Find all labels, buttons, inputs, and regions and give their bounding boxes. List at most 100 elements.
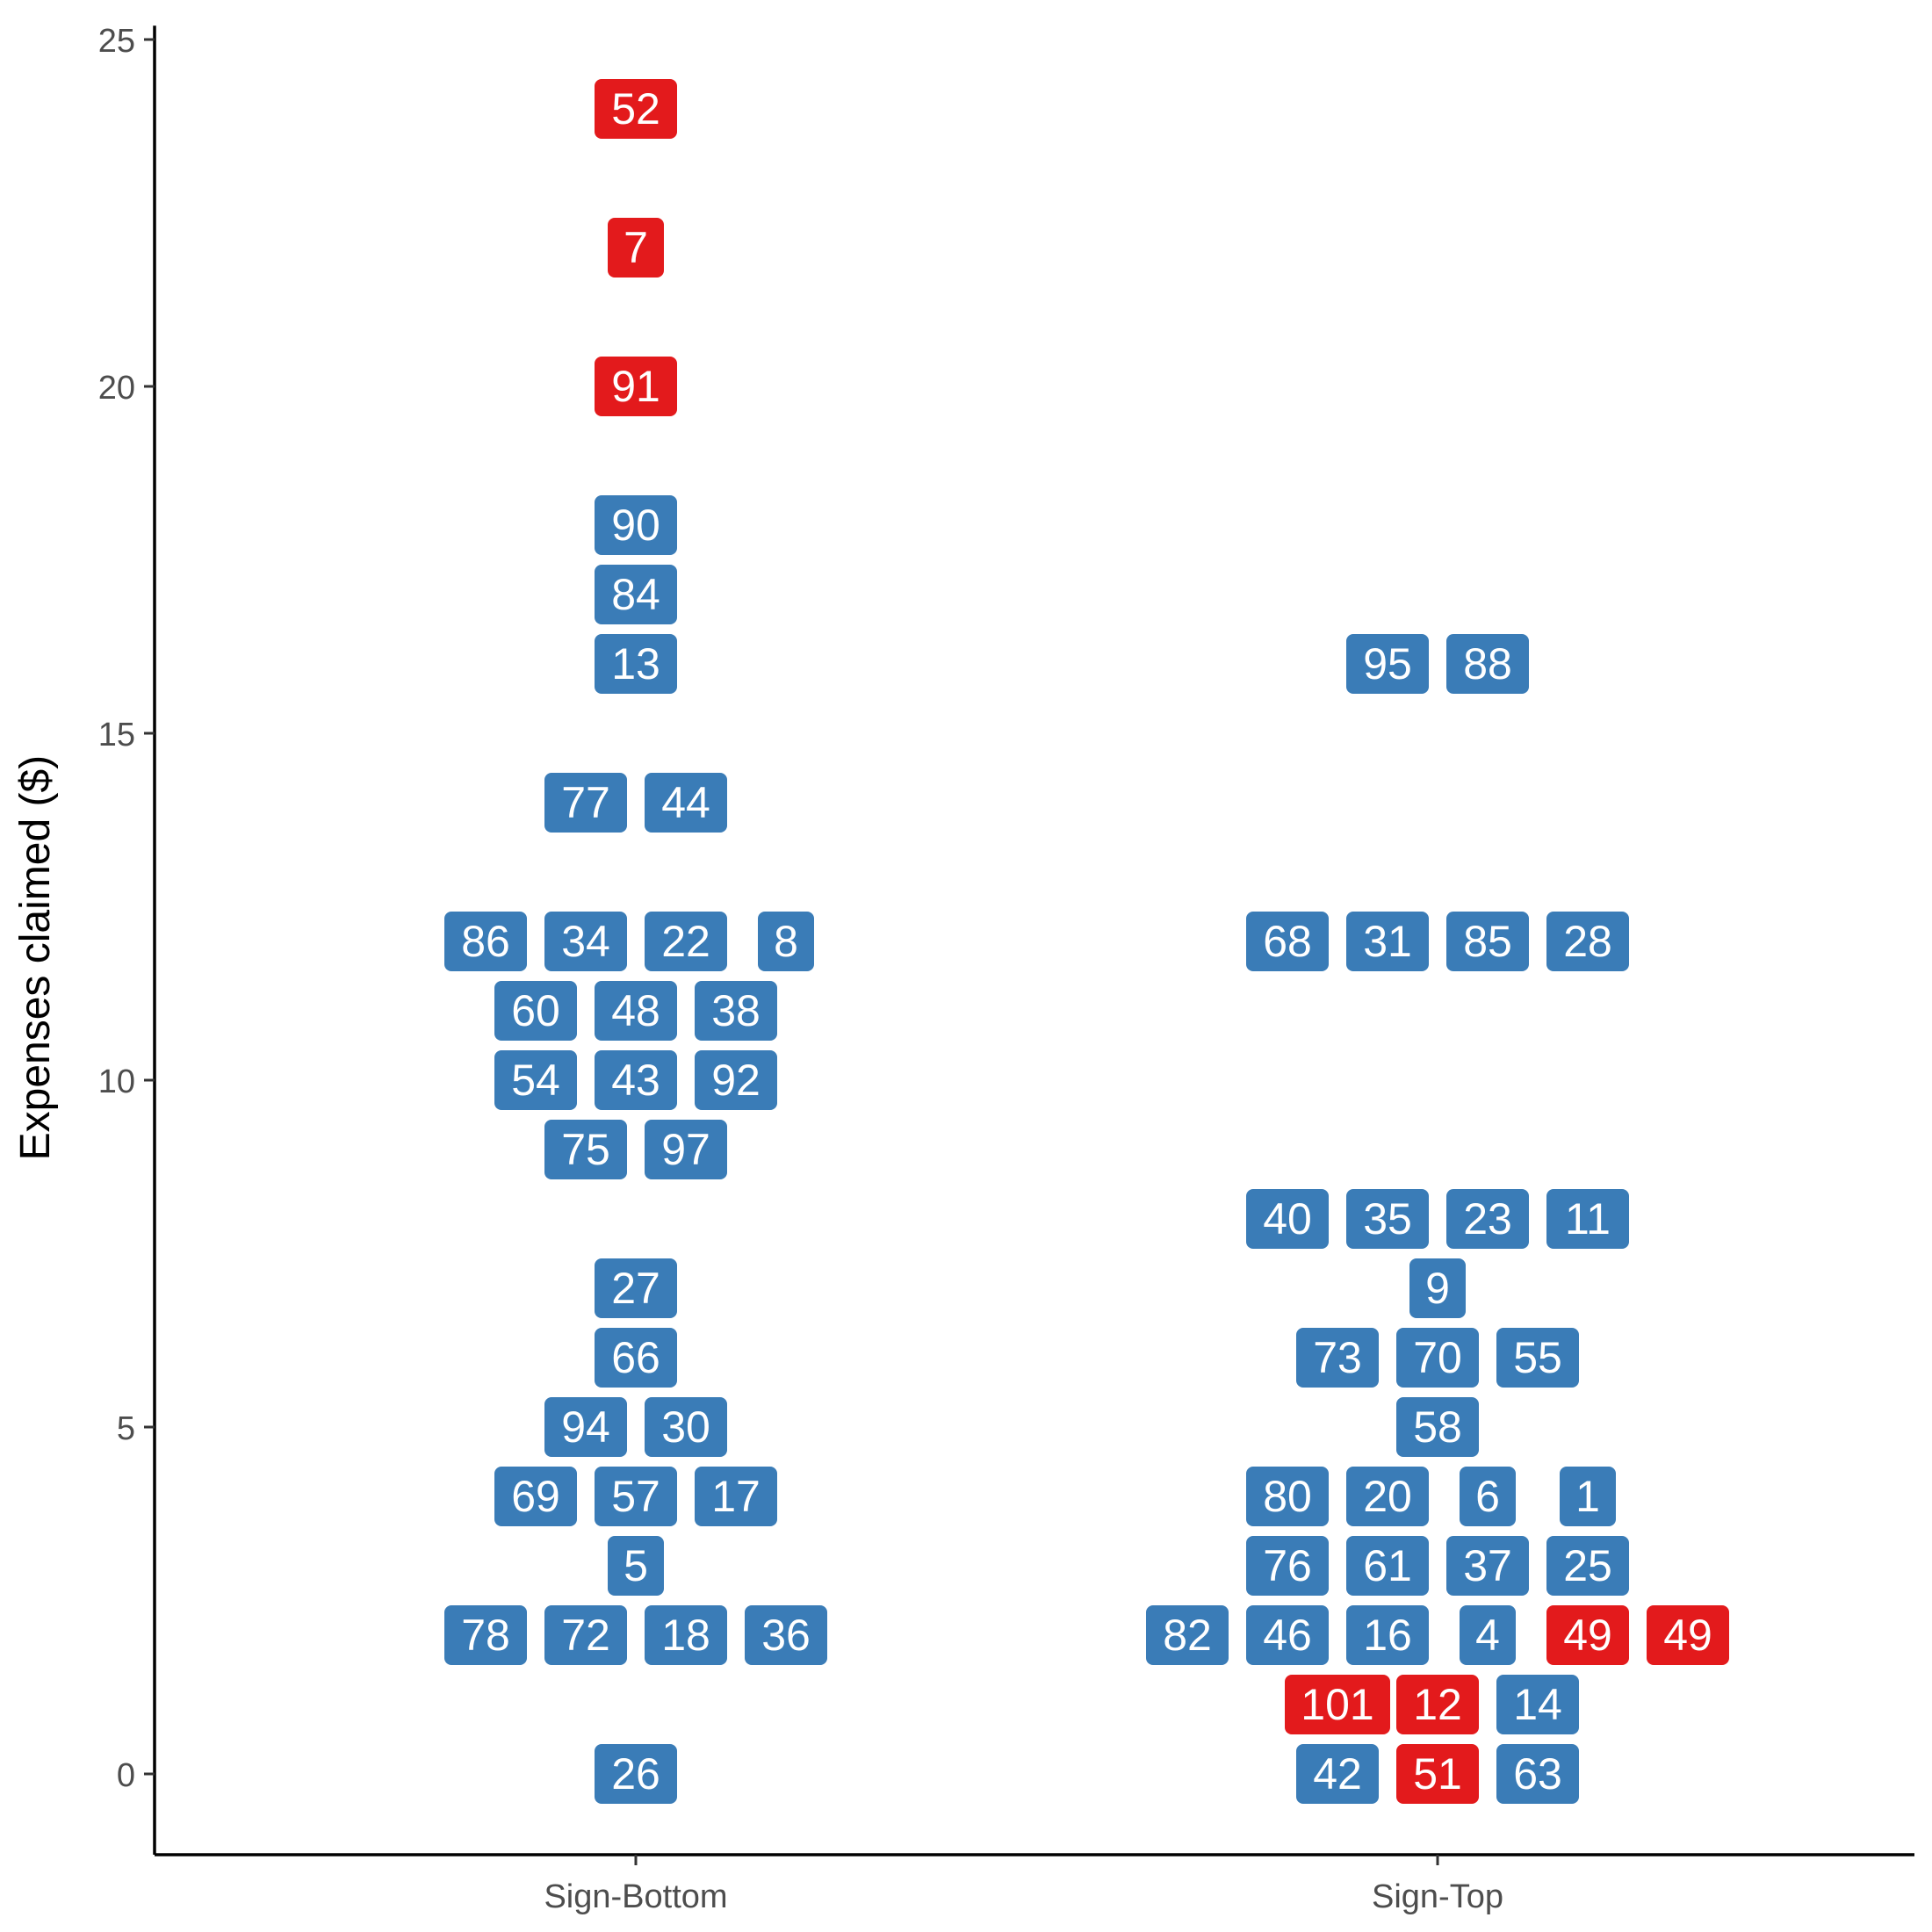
point-label: 5 [608, 1536, 664, 1596]
point-label: 69 [494, 1467, 577, 1526]
point-label: 85 [1446, 912, 1529, 971]
label-box [1246, 1189, 1329, 1249]
point-label: 31 [1346, 912, 1429, 971]
label-box [1396, 1397, 1479, 1457]
point-label-text: 82 [1163, 1611, 1212, 1660]
highlight-label-box [1546, 1605, 1629, 1665]
point-label-text: 5 [624, 1541, 648, 1590]
point-label-text: 36 [761, 1611, 811, 1660]
highlight-label-box [1396, 1675, 1479, 1734]
point-label: 75 [544, 1120, 627, 1179]
label-box [1346, 1189, 1429, 1249]
label-box [1496, 1744, 1579, 1804]
label-box [1296, 1744, 1379, 1804]
point-label: 72 [544, 1605, 627, 1665]
label-box [758, 912, 814, 971]
point-label-text: 30 [661, 1402, 710, 1452]
point-label-text: 27 [611, 1264, 660, 1313]
label-box [1346, 634, 1429, 694]
point-label-text: 85 [1463, 917, 1512, 966]
y-tick-label: 20 [98, 370, 135, 407]
point-label-text: 7 [624, 223, 648, 272]
point-label: 25 [1546, 1536, 1629, 1596]
point-label: 86 [444, 912, 527, 971]
point-label-text: 76 [1263, 1541, 1312, 1590]
point-label: 18 [645, 1605, 727, 1665]
label-box [544, 1605, 627, 1665]
label-box [645, 773, 727, 833]
point-label-text: 44 [661, 778, 710, 827]
label-box [645, 1120, 727, 1179]
point-label-text: 84 [611, 570, 660, 619]
point-label: 78 [444, 1605, 527, 1665]
label-box [1560, 1467, 1616, 1526]
highlight-label-box [1285, 1675, 1390, 1734]
label-box [595, 1258, 677, 1318]
point-label: 35 [1346, 1189, 1429, 1249]
label-box [544, 1397, 627, 1457]
label-box [1546, 1536, 1629, 1596]
point-label: 11 [1546, 1189, 1629, 1249]
point-label-text: 23 [1463, 1194, 1512, 1244]
label-box [645, 1605, 727, 1665]
label-box [1296, 1328, 1379, 1388]
label-box [1346, 1605, 1429, 1665]
label-box [544, 773, 627, 833]
point-label-text: 78 [461, 1611, 510, 1660]
point-label-text: 60 [511, 986, 560, 1035]
point-label: 36 [745, 1605, 827, 1665]
label-box [595, 495, 677, 555]
point-label-text: 58 [1413, 1402, 1462, 1452]
point-label: 8 [758, 912, 814, 971]
point-label: 63 [1496, 1744, 1579, 1804]
point-label: 16 [1346, 1605, 1429, 1665]
label-box [1246, 1605, 1329, 1665]
point-label: 37 [1446, 1536, 1529, 1596]
point-label: 27 [595, 1258, 677, 1318]
y-tick-label: 15 [98, 717, 135, 753]
highlight-label-box [1396, 1744, 1479, 1804]
point-label-text: 49 [1663, 1611, 1712, 1660]
label-box [1460, 1467, 1516, 1526]
point-label: 42 [1296, 1744, 1379, 1804]
point-label: 34 [544, 912, 627, 971]
y-tick-label: 10 [98, 1063, 135, 1100]
point-label: 54 [494, 1050, 577, 1110]
point-label: 30 [645, 1397, 727, 1457]
point-label-text: 97 [661, 1125, 710, 1174]
point-label-text: 68 [1263, 917, 1312, 966]
point-label-text: 86 [461, 917, 510, 966]
point-label: 84 [595, 565, 677, 624]
point-label-text: 6 [1475, 1472, 1500, 1521]
label-box [1446, 1536, 1529, 1596]
label-box [595, 565, 677, 624]
label-box [645, 1397, 727, 1457]
point-label: 95 [1346, 634, 1429, 694]
label-box [494, 1467, 577, 1526]
point-label: 43 [595, 1050, 677, 1110]
point-label-text: 35 [1363, 1194, 1412, 1244]
highlight-label-box [608, 218, 664, 278]
point-label-text: 1 [1575, 1472, 1600, 1521]
point-label-text: 72 [561, 1611, 610, 1660]
point-label-text: 18 [661, 1611, 710, 1660]
point-label: 12 [1396, 1675, 1479, 1734]
point-label-text: 61 [1363, 1541, 1412, 1590]
label-box [444, 912, 527, 971]
point-label-text: 34 [561, 917, 610, 966]
point-label-text: 63 [1513, 1749, 1562, 1799]
point-label: 49 [1647, 1605, 1729, 1665]
point-label: 70 [1396, 1328, 1479, 1388]
label-box [1546, 1189, 1629, 1249]
point-label-text: 91 [611, 362, 660, 411]
point-label-text: 46 [1263, 1611, 1312, 1660]
point-label: 49 [1546, 1605, 1629, 1665]
label-box [1409, 1258, 1466, 1318]
label-box [444, 1605, 527, 1665]
point-label-text: 90 [611, 501, 660, 550]
point-label: 97 [645, 1120, 727, 1179]
label-box [645, 912, 727, 971]
point-label-text: 88 [1463, 639, 1512, 688]
point-label: 13 [595, 634, 677, 694]
